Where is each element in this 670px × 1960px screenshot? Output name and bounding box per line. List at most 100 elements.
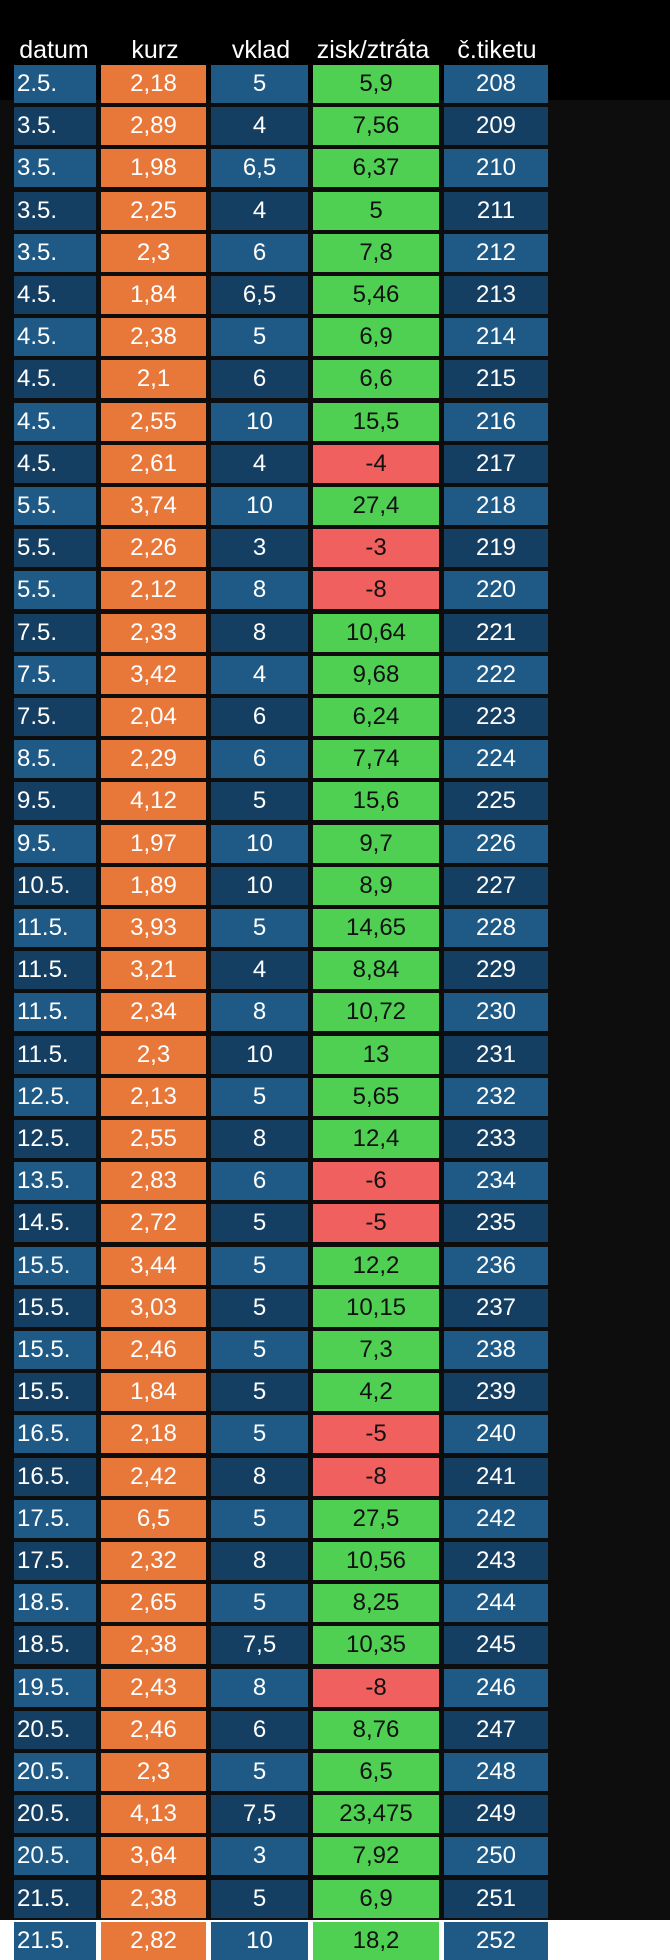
profit-loss-cell: 6,9 xyxy=(313,318,439,357)
date-cell: 4.5. xyxy=(14,276,96,314)
odds-cell: 2,43 xyxy=(101,1668,206,1707)
table-row: 4.5. 2,1 6 6,6 215 xyxy=(0,356,670,399)
profit-loss-cell: 27,5 xyxy=(313,1499,439,1538)
stake-cell: 8 xyxy=(211,1457,308,1496)
table-row: 9.5. 1,97 10 9,7 226 xyxy=(0,821,670,863)
profit-loss-cell: 10,56 xyxy=(313,1542,439,1580)
stake-cell: 4 xyxy=(211,444,308,483)
header-kurz: kurz xyxy=(131,35,179,64)
header-vklad: vklad xyxy=(231,35,291,64)
profit-loss-cell: -8 xyxy=(313,571,439,610)
date-cell: 13.5. xyxy=(14,1162,96,1201)
table-row: 3.5. 2,89 4 7,56 209 xyxy=(0,103,670,146)
date-cell: 3.5. xyxy=(14,107,96,146)
odds-cell: 2,26 xyxy=(101,529,206,568)
table-row: 7.5. 2,04 6 6,24 223 xyxy=(0,694,670,736)
odds-cell: 2,46 xyxy=(101,1710,206,1749)
table-row: 9.5. 4,12 5 15,6 225 xyxy=(0,778,670,821)
stake-cell: 8 xyxy=(211,1542,308,1580)
ticket-cell: 247 xyxy=(444,1710,548,1749)
table-row: 18.5. 2,65 5 8,25 244 xyxy=(0,1580,670,1623)
stake-cell: 5 xyxy=(211,909,308,947)
stake-cell: 6,5 xyxy=(211,149,308,188)
odds-cell: 2,65 xyxy=(101,1584,206,1623)
stake-cell: 5 xyxy=(211,1584,308,1623)
date-cell: 20.5. xyxy=(14,1795,96,1834)
ticket-cell: 231 xyxy=(444,1035,548,1074)
stake-cell: 10 xyxy=(211,1035,308,1074)
ticket-cell: 250 xyxy=(444,1837,548,1876)
stake-cell: 5 xyxy=(211,65,308,103)
table-row: 11.5. 3,21 4 8,84 229 xyxy=(0,947,670,990)
ticket-cell: 246 xyxy=(444,1668,548,1707)
ticket-cell: 241 xyxy=(444,1457,548,1496)
profit-loss-cell: 7,8 xyxy=(313,233,439,272)
profit-loss-cell: 23,475 xyxy=(313,1795,439,1834)
date-cell: 20.5. xyxy=(14,1710,96,1749)
date-cell: 14.5. xyxy=(14,1204,96,1243)
date-cell: 3.5. xyxy=(14,149,96,188)
table-row: 20.5. 4,13 7,5 23,475 249 xyxy=(0,1791,670,1834)
ticket-cell: 219 xyxy=(444,529,548,568)
ticket-cell: 211 xyxy=(444,191,548,230)
profit-loss-cell: 10,64 xyxy=(313,613,439,652)
date-cell: 21.5. xyxy=(14,1879,96,1918)
date-cell: 2.5. xyxy=(14,65,96,103)
stake-cell: 6,5 xyxy=(211,276,308,314)
ticket-cell: 226 xyxy=(444,824,548,863)
date-cell: 8.5. xyxy=(14,740,96,779)
stake-cell: 6 xyxy=(211,233,308,272)
ticket-cell: 236 xyxy=(444,1246,548,1285)
ticket-cell: 235 xyxy=(444,1204,548,1243)
table-row: 3.5. 2,3 6 7,8 212 xyxy=(0,230,670,272)
stake-cell: 6 xyxy=(211,740,308,779)
table-row: 10.5. 1,89 10 8,9 227 xyxy=(0,863,670,905)
table-row: 15.5. 3,44 5 12,2 236 xyxy=(0,1243,670,1285)
odds-cell: 2,82 xyxy=(101,1921,206,1960)
table-row: 11.5. 2,34 8 10,72 230 xyxy=(0,989,670,1032)
table-row: 13.5. 2,83 6 -6 234 xyxy=(0,1158,670,1201)
stake-cell: 10 xyxy=(211,487,308,525)
table-row: 21.5. 2,82 10 18,2 252 xyxy=(0,1918,670,1960)
odds-cell: 2,38 xyxy=(101,318,206,357)
odds-cell: 2,3 xyxy=(101,1753,206,1791)
profit-loss-cell: 15,5 xyxy=(313,402,439,441)
odds-cell: 2,18 xyxy=(101,1415,206,1454)
ticket-cell: 240 xyxy=(444,1415,548,1454)
date-cell: 16.5. xyxy=(14,1415,96,1454)
stake-cell: 7,5 xyxy=(211,1626,308,1665)
date-cell: 5.5. xyxy=(14,487,96,525)
ticket-cell: 245 xyxy=(444,1626,548,1665)
table-body: 2.5. 2,18 5 5,9 208 3.5. 2,89 4 7,56 209 3.5. 1,98 6… xyxy=(0,65,670,1960)
profit-loss-cell: -4 xyxy=(313,444,439,483)
odds-cell: 6,5 xyxy=(101,1499,206,1538)
ticket-cell: 227 xyxy=(444,866,548,905)
ticket-cell: 234 xyxy=(444,1162,548,1201)
odds-cell: 2,32 xyxy=(101,1542,206,1580)
profit-loss-cell: 5,46 xyxy=(313,276,439,314)
table-row: 20.5. 2,3 5 6,5 248 xyxy=(0,1749,670,1791)
stake-cell: 10 xyxy=(211,1921,308,1960)
ticket-cell: 244 xyxy=(444,1584,548,1623)
ticket-cell: 218 xyxy=(444,487,548,525)
table-row: 15.5. 1,84 5 4,2 239 xyxy=(0,1369,670,1412)
profit-loss-cell: 6,5 xyxy=(313,1753,439,1791)
stake-cell: 10 xyxy=(211,824,308,863)
odds-cell: 2,61 xyxy=(101,444,206,483)
odds-cell: 2,38 xyxy=(101,1626,206,1665)
odds-cell: 2,42 xyxy=(101,1457,206,1496)
table-row: 4.5. 1,84 6,5 5,46 213 xyxy=(0,272,670,314)
date-cell: 11.5. xyxy=(14,951,96,990)
ticket-cell: 221 xyxy=(444,613,548,652)
stake-cell: 4 xyxy=(211,655,308,694)
stake-cell: 7,5 xyxy=(211,1795,308,1834)
table-row: 14.5. 2,72 5 -5 235 xyxy=(0,1200,670,1243)
stake-cell: 5 xyxy=(211,782,308,821)
odds-cell: 1,84 xyxy=(101,276,206,314)
odds-cell: 4,13 xyxy=(101,1795,206,1834)
ticket-cell: 209 xyxy=(444,107,548,146)
stake-cell: 8 xyxy=(211,993,308,1032)
stake-cell: 5 xyxy=(211,1415,308,1454)
date-cell: 4.5. xyxy=(14,360,96,399)
profit-loss-cell: 8,76 xyxy=(313,1710,439,1749)
